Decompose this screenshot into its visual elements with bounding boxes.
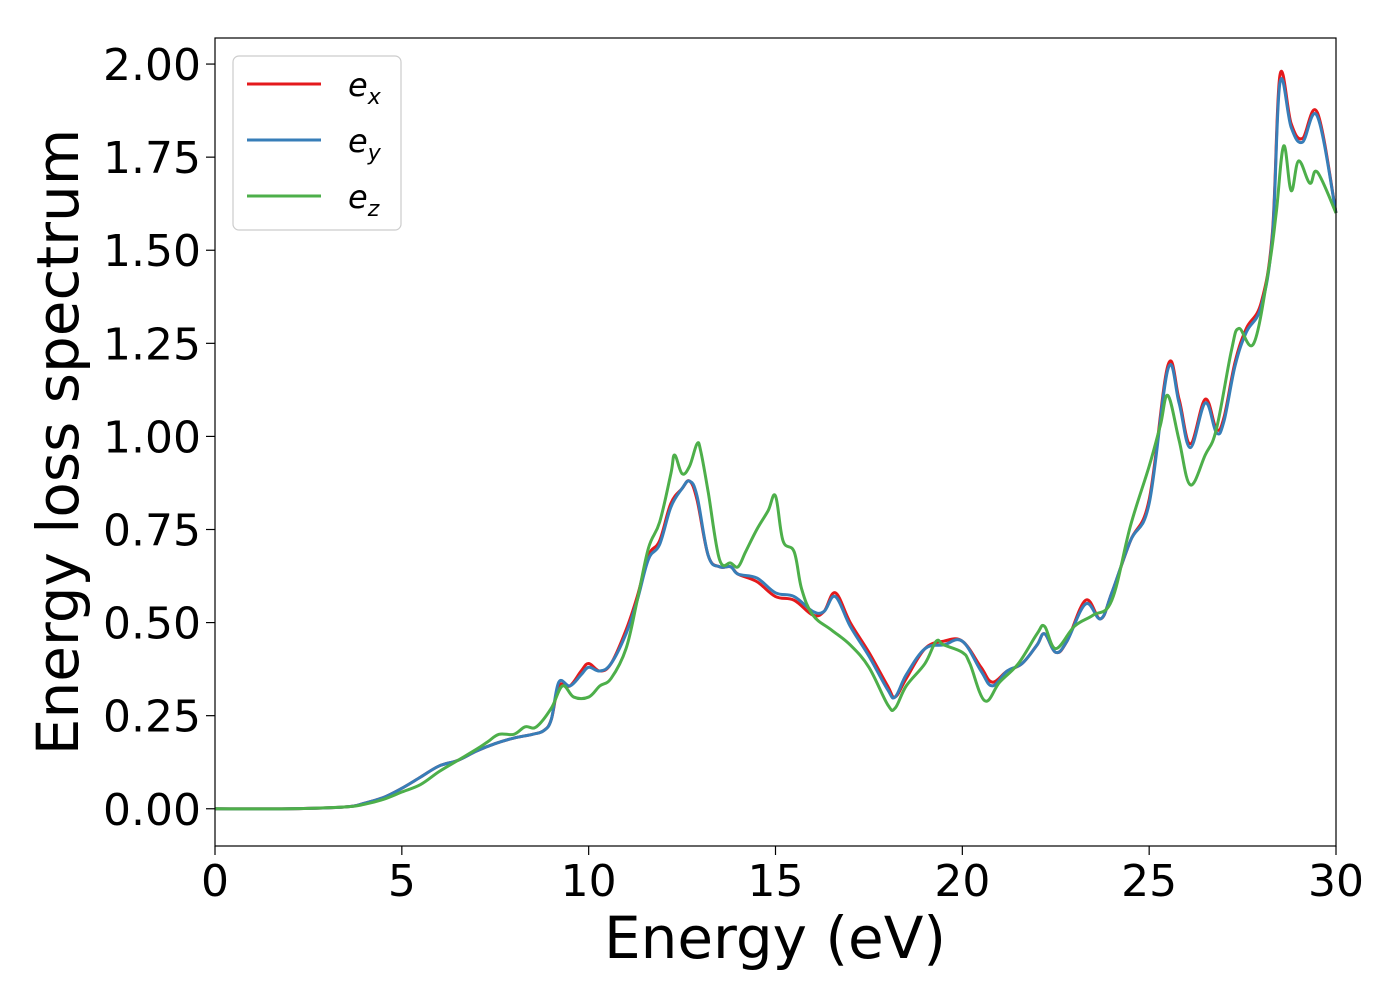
x-axis: 0 5 10 15 20 25 30 — [201, 846, 1364, 907]
x-tick-label: 25 — [1121, 856, 1177, 907]
y-tick-label: 1.50 — [103, 226, 201, 277]
x-tick-label: 20 — [934, 856, 990, 907]
x-axis-title: Energy (eV) — [604, 904, 946, 972]
y-tick-label: 0.75 — [103, 506, 201, 557]
y-tick-label: 1.25 — [103, 319, 201, 370]
y-tick-label: 1.00 — [103, 412, 201, 463]
legend: ex ey ez — [232, 55, 402, 231]
series-layer — [214, 70, 1338, 811]
legend-label-y: ey — [348, 122, 382, 166]
series-line-e-y — [214, 77, 1338, 811]
y-axis: 0.00 0.25 0.50 0.75 1.00 1.25 1.50 1.75 2.00 — [103, 40, 215, 836]
legend-label-x: ex — [348, 66, 382, 110]
x-tick-label: 15 — [748, 856, 804, 907]
x-tick-label: 30 — [1308, 856, 1364, 907]
x-tick-label: 10 — [561, 856, 617, 907]
legend-box — [232, 55, 402, 231]
x-tick-label: 5 — [388, 856, 416, 907]
series-line-e-z — [214, 144, 1338, 811]
y-tick-label: 2.00 — [103, 40, 201, 91]
y-tick-label: 0.00 — [103, 785, 201, 836]
y-tick-label: 1.75 — [103, 133, 201, 184]
legend-label-z: ez — [348, 178, 380, 222]
y-tick-label: 0.50 — [103, 599, 201, 650]
y-tick-label: 0.25 — [103, 692, 201, 743]
y-axis-title: Energy loss spectrum — [24, 129, 92, 755]
plot-background — [215, 38, 1336, 846]
x-tick-label: 0 — [201, 856, 229, 907]
